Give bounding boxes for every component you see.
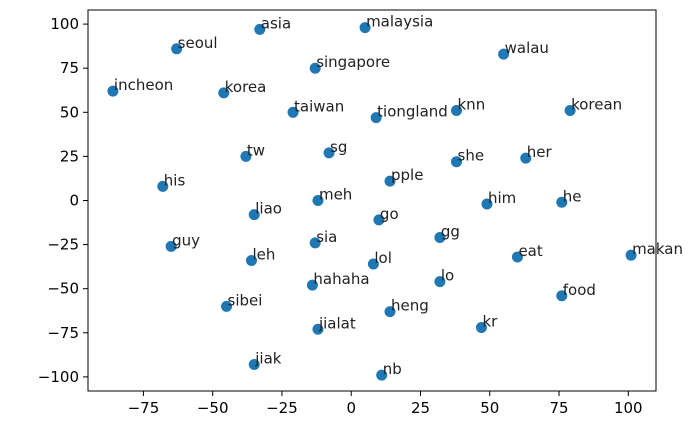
data-point-heng	[384, 306, 396, 318]
point-label-incheon: incheon	[114, 76, 173, 94]
point-label-singapore: singapore	[316, 53, 390, 71]
data-point-seoul	[171, 43, 183, 55]
point-label-nb: nb	[383, 360, 402, 378]
plot-frame	[87, 9, 657, 392]
point-label-hahaha: hahaha	[313, 270, 369, 288]
point-label-gg: gg	[441, 223, 460, 241]
point-label-he: he	[563, 187, 582, 205]
data-point-korea	[218, 87, 230, 99]
data-point-his	[157, 180, 169, 192]
y-tick-label: 100	[50, 15, 79, 33]
data-point-eat	[511, 251, 523, 263]
data-point-lol	[367, 258, 379, 270]
data-point-sibei	[221, 300, 233, 312]
point-label-liao: liao	[255, 200, 282, 218]
data-point-him	[481, 198, 493, 210]
data-point-kr	[475, 322, 487, 333]
point-label-pple: pple	[391, 166, 423, 184]
y-tick-label: 50	[60, 103, 79, 121]
data-point-korean	[564, 105, 576, 117]
x-tick-label: −50	[197, 399, 229, 417]
point-label-seoul: seoul	[178, 34, 218, 52]
data-point-she	[451, 156, 463, 168]
data-point-meh	[312, 195, 324, 206]
axis-ticks: −75 −50 −25 0 25 50 75 100 100 75 50 25 0 −25 −50 −75 −1…	[38, 15, 643, 417]
data-point-pple	[384, 175, 396, 187]
y-tick-label: 0	[69, 192, 79, 210]
point-label-lo: lo	[441, 267, 454, 285]
point-label-tiongland: tiongland	[377, 103, 448, 121]
point-label-korea: korea	[225, 78, 267, 96]
data-point-singapore	[309, 62, 321, 74]
point-label-walau: walau	[505, 39, 549, 57]
y-tick-label: −75	[47, 324, 79, 342]
point-label-sg: sg	[330, 138, 347, 156]
point-label-his: his	[164, 171, 186, 189]
point-label-tw: tw	[247, 141, 265, 159]
data-points	[107, 22, 637, 381]
point-label-sibei: sibei	[228, 291, 263, 309]
x-tick-label: 0	[346, 399, 356, 417]
point-label-lol: lol	[374, 249, 392, 267]
point-label-makan: makan	[632, 240, 683, 258]
data-point-lo	[434, 276, 446, 288]
y-tick-label: −25	[47, 236, 79, 254]
y-tick-label: −50	[47, 280, 79, 298]
data-point-leh	[245, 254, 257, 266]
data-point-hahaha	[306, 279, 318, 291]
point-label-malaysia: malaysia	[366, 13, 433, 31]
data-point-malaysia	[359, 22, 371, 34]
data-point-liao	[248, 209, 260, 221]
data-point-taiwan	[287, 106, 299, 118]
point-labels: asia malaysia seoul walau singapore incheon ko…	[114, 13, 683, 378]
x-tick-label: 75	[549, 399, 568, 417]
point-label-her: her	[527, 143, 553, 161]
y-tick-label: 25	[60, 147, 79, 165]
x-tick-label: −75	[128, 399, 160, 417]
data-point-makan	[625, 249, 637, 261]
data-point-sg	[323, 147, 335, 159]
data-point-tiongland	[370, 112, 382, 124]
data-point-sia	[309, 237, 321, 249]
x-tick-label: −25	[266, 399, 298, 417]
data-point-incheon	[107, 85, 119, 97]
point-label-go: go	[380, 205, 399, 223]
data-point-her	[520, 152, 532, 164]
point-label-asia: asia	[261, 14, 291, 32]
y-tick-label: 75	[60, 59, 79, 77]
data-point-gg	[434, 232, 446, 244]
data-point-guy	[165, 240, 177, 252]
point-label-she: she	[458, 147, 485, 165]
x-tick-label: 50	[480, 399, 499, 417]
x-tick-label: 100	[614, 399, 643, 417]
point-label-guy: guy	[172, 231, 200, 249]
point-label-heng: heng	[391, 297, 429, 315]
point-label-jialat: jialat	[318, 314, 356, 332]
data-point-jiak	[248, 359, 260, 371]
point-label-jiak: jiak	[254, 350, 282, 368]
point-label-korean: korean	[571, 96, 622, 114]
y-tick-label: −100	[38, 368, 79, 386]
data-point-nb	[376, 369, 388, 381]
point-label-sia: sia	[316, 228, 337, 246]
data-point-jialat	[312, 323, 324, 335]
point-label-kr: kr	[482, 313, 498, 331]
data-point-walau	[498, 48, 510, 60]
point-label-eat: eat	[518, 242, 542, 260]
point-label-food: food	[563, 281, 596, 299]
data-point-go	[373, 214, 385, 226]
data-point-tw	[240, 150, 252, 162]
point-label-taiwan: taiwan	[294, 97, 344, 115]
data-point-he	[556, 196, 568, 208]
point-label-meh: meh	[319, 186, 352, 204]
data-point-knn	[451, 105, 463, 117]
x-tick-label: 25	[411, 399, 430, 417]
point-label-leh: leh	[252, 245, 275, 263]
point-label-knn: knn	[458, 96, 486, 114]
point-label-him: him	[488, 189, 516, 207]
data-point-food	[556, 290, 568, 302]
data-point-asia	[254, 23, 266, 35]
